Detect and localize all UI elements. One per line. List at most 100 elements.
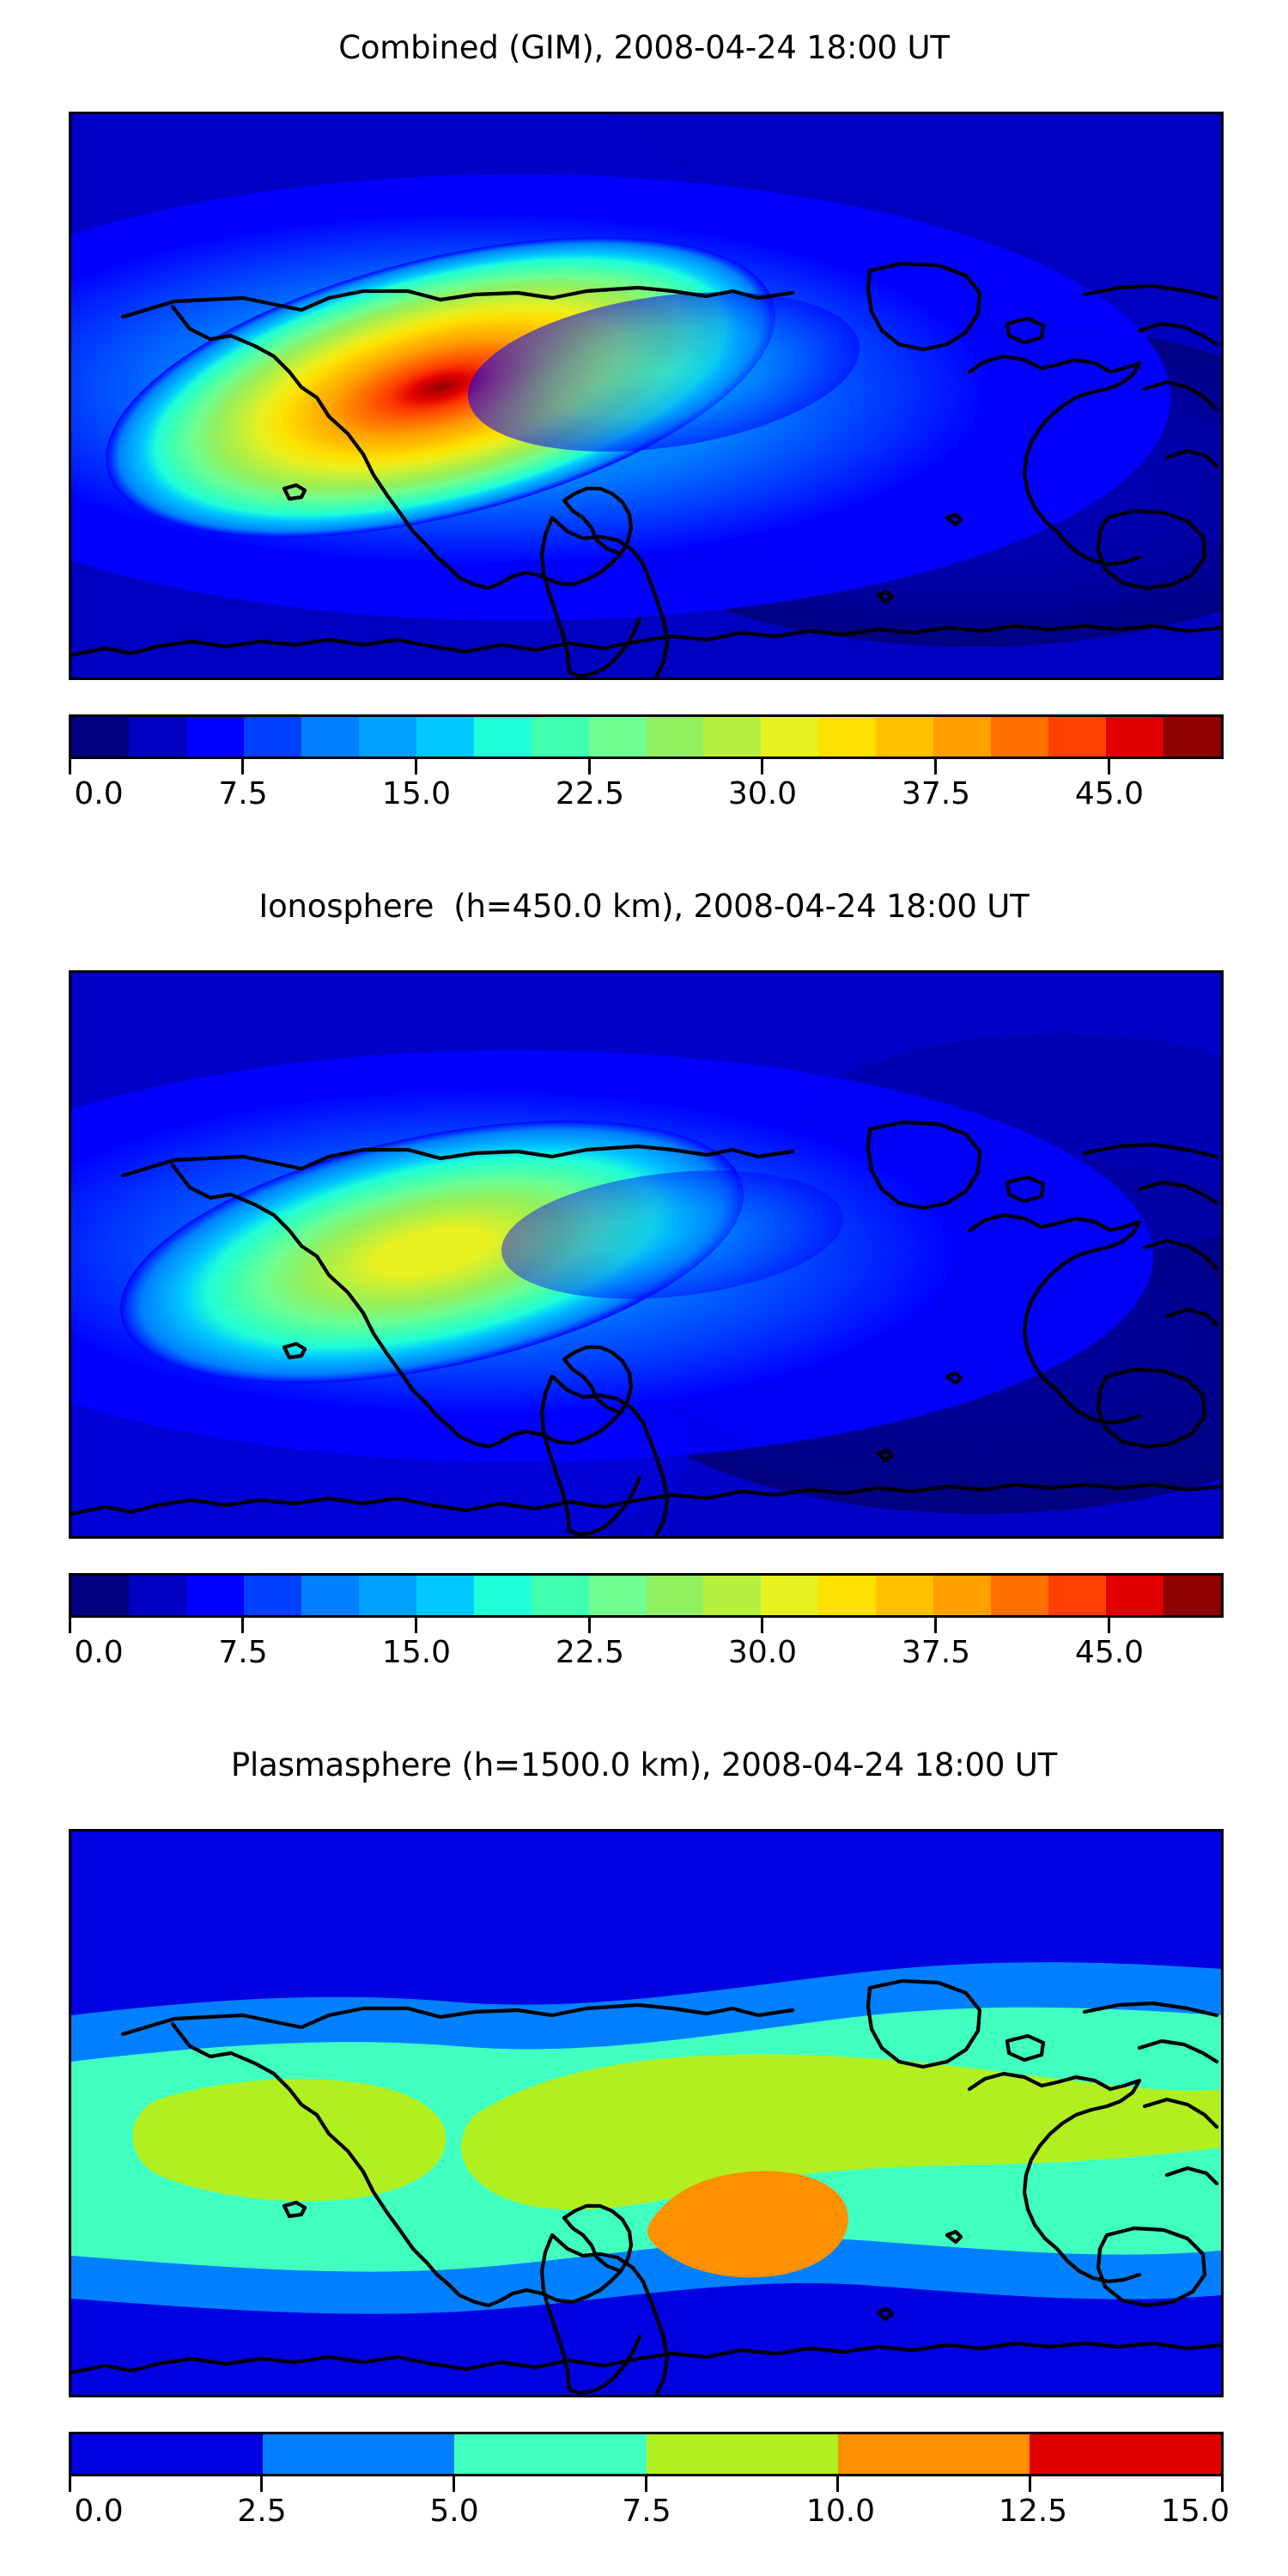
map-canvas-ionosphere: [71, 973, 1221, 1536]
colorbar-tick-label: 30.0: [727, 1635, 798, 1670]
colorbar-tick-label: 45.0: [1074, 1635, 1145, 1670]
colorbar-tick-label: 0.0: [74, 2494, 124, 2529]
colorbar-band: [358, 717, 416, 756]
colorbar-tick: [836, 2476, 839, 2492]
colorbar-tick-label: 0.0: [74, 776, 124, 811]
colorbar-band: [243, 1576, 301, 1615]
colorbar-band: [454, 2434, 647, 2474]
panel-combined-gim: Combined (GIM), 2008-04-24 18:00 UT: [0, 0, 1288, 859]
map-combined-gim: [69, 112, 1224, 680]
colorbar-labels-ionosphere: 0.0 7.5 15.0 22.5 30.0 37.5 45.0: [69, 1633, 1224, 1673]
colorbar-band: [588, 1576, 647, 1615]
colorbar-tick-label: 5.0: [429, 2494, 479, 2529]
colorbar-axis-ionosphere: [69, 1618, 1224, 1633]
colorbar-tick: [69, 1618, 71, 1633]
colorbar-combined-gim: 0.0 7.5 15.0 22.5 30.0 37.5 45.0: [69, 714, 1224, 814]
colorbar-band: [818, 717, 877, 756]
colorbar-tick-label: 30.0: [727, 776, 798, 811]
map-canvas-plasmasphere: [71, 1832, 1221, 2395]
colorbar-band: [416, 717, 474, 756]
map-canvas-combined-gim: [71, 114, 1221, 677]
colorbar-band: [185, 1576, 244, 1615]
colorbar-band: [243, 717, 301, 756]
colorbar-band: [1163, 1576, 1222, 1615]
colorbar-tick-label: 7.5: [622, 2494, 671, 2529]
colorbar-band: [818, 1576, 877, 1615]
colorbar-tick: [453, 2476, 455, 2492]
colorbar-bands-combined-gim: [69, 714, 1224, 759]
colorbar-plasmasphere: 0.0 2.5 5.0 7.5 10.0 12.5 15.0: [69, 2432, 1230, 2531]
colorbar-axis-plasmasphere: [69, 2476, 1224, 2492]
colorbar-band: [588, 717, 647, 756]
colorbar-band: [71, 2434, 264, 2474]
colorbar-tick: [260, 2476, 263, 2492]
colorbar-band: [991, 1576, 1049, 1615]
colorbar-tick-label: 22.5: [555, 1635, 625, 1670]
colorbar-tick-label: 10.0: [805, 2494, 876, 2529]
colorbar-band: [703, 1576, 762, 1615]
colorbar-band: [301, 1576, 359, 1615]
colorbar-labels-combined-gim: 0.0 7.5 15.0 22.5 30.0 37.5 45.0: [69, 775, 1224, 814]
panel-title-plasmasphere: Plasmasphere (h=1500.0 km), 2008-04-24 1…: [230, 1747, 1058, 1783]
colorbar-tick: [588, 1618, 591, 1633]
colorbar-band: [876, 717, 934, 756]
colorbar-bands-plasmasphere: [69, 2432, 1224, 2476]
colorbar-band: [1163, 717, 1222, 756]
colorbar-band: [761, 717, 819, 756]
colorbar-tick: [415, 759, 417, 775]
colorbar-tick-label: 2.5: [237, 2494, 287, 2529]
colorbar-tick-label: 37.5: [901, 776, 971, 811]
colorbar-tick-label: 7.5: [218, 776, 268, 811]
colorbar-band: [761, 1576, 819, 1615]
colorbar-tick: [588, 759, 591, 775]
colorbar-band: [933, 1576, 992, 1615]
colorbar-tick: [934, 759, 937, 775]
colorbar-band: [128, 717, 186, 756]
colorbar-band: [71, 717, 129, 756]
colorbar-tick: [645, 2476, 647, 2492]
colorbar-axis-combined-gim: [69, 759, 1224, 775]
colorbar-tick-label: 15.0: [1160, 2494, 1230, 2529]
colorbar-tick-label: 15.0: [381, 776, 452, 811]
panel-title-combined-gim: Combined (GIM), 2008-04-24 18:00 UT: [338, 29, 950, 66]
colorbar-band: [646, 717, 704, 756]
colorbar-tick: [241, 759, 244, 775]
colorbar-tick: [1108, 759, 1110, 775]
colorbar-band: [71, 1576, 129, 1615]
colorbar-band: [876, 1576, 934, 1615]
colorbar-band: [128, 1576, 186, 1615]
colorbar-band: [473, 717, 532, 756]
map-plasmasphere: [69, 1829, 1224, 2397]
colorbar-band: [531, 717, 589, 756]
colorbar-tick: [241, 1618, 244, 1633]
colorbar-tick: [69, 2476, 71, 2492]
colorbar-tick-label: 7.5: [218, 1635, 268, 1670]
colorbar-tick: [69, 759, 71, 775]
colorbar-tick-label: 12.5: [998, 2494, 1068, 2529]
colorbar-band: [473, 1576, 532, 1615]
colorbar-tick: [1029, 2476, 1031, 2492]
colorbar-tick: [415, 1618, 417, 1633]
colorbar-tick: [1221, 2476, 1224, 2492]
colorbar-band: [646, 1576, 704, 1615]
colorbar-tick-label: 0.0: [74, 1635, 124, 1670]
colorbar-band: [703, 717, 762, 756]
colorbar-tick: [1108, 1618, 1110, 1633]
panel-plasmasphere: Plasmasphere (h=1500.0 km), 2008-04-24 1…: [0, 1717, 1288, 2576]
colorbar-tick-label: 37.5: [901, 1635, 971, 1670]
colorbar-band: [646, 2434, 838, 2474]
colorbar-tick: [761, 759, 763, 775]
colorbar-band: [933, 717, 992, 756]
colorbar-band: [991, 717, 1049, 756]
map-ionosphere: [69, 970, 1224, 1539]
colorbar-band: [185, 717, 244, 756]
colorbar-band: [1048, 1576, 1107, 1615]
colorbar-band: [358, 1576, 416, 1615]
panel-ionosphere: Ionosphere (h=450.0 km), 2008-04-24 18:0…: [0, 859, 1288, 1717]
colorbar-band: [263, 2434, 455, 2474]
colorbar-labels-plasmasphere: 0.0 2.5 5.0 7.5 10.0 12.5 15.0: [69, 2492, 1230, 2531]
colorbar-tick-label: 45.0: [1074, 776, 1145, 811]
colorbar-tick: [761, 1618, 763, 1633]
colorbar-tick-label: 15.0: [381, 1635, 452, 1670]
